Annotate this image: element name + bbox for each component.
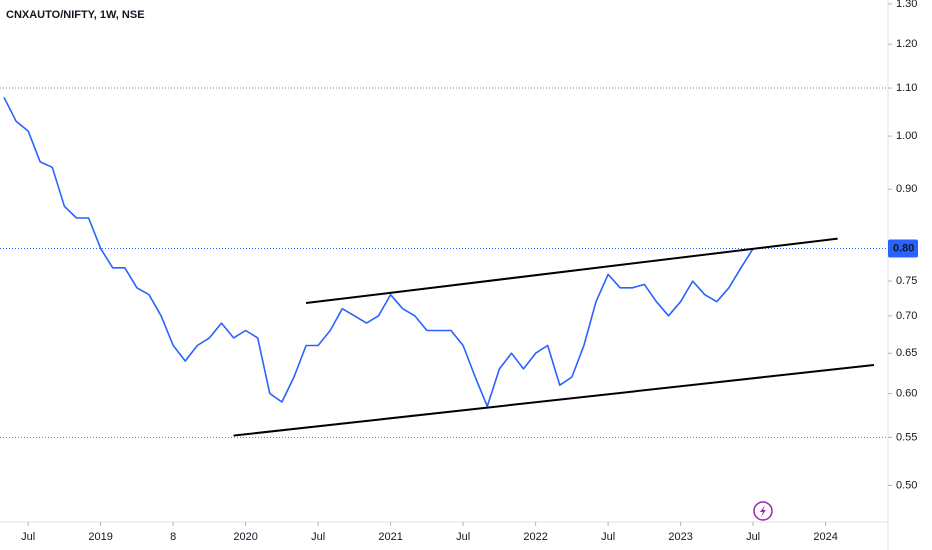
y-tick-label: 0.70 — [896, 310, 917, 322]
y-tick-label: 0.55 — [896, 431, 917, 443]
chart-title: CNXAUTO/NIFTY, 1W, NSE — [6, 9, 145, 21]
y-tick-label: 0.90 — [896, 183, 917, 195]
x-tick-label: 2019 — [88, 531, 112, 543]
x-tick-label: 2020 — [233, 531, 257, 543]
x-tick-label: 2021 — [378, 531, 402, 543]
y-tick-label: 1.20 — [896, 38, 917, 50]
trend-line — [233, 363, 875, 437]
y-tick-label: 0.75 — [896, 275, 917, 287]
x-tick-label: Jul — [601, 531, 615, 543]
lightning-icon[interactable] — [753, 501, 773, 521]
y-tick-label: 1.00 — [896, 130, 917, 142]
price-line-series — [3, 96, 754, 408]
trend-line — [305, 237, 838, 305]
x-tick-label: 2022 — [523, 531, 547, 543]
x-tick-label: 2024 — [813, 531, 837, 543]
y-tick-label: 0.60 — [896, 387, 917, 399]
last-value-badge — [888, 239, 918, 258]
x-tick-label: 2023 — [668, 531, 692, 543]
x-tick-label: Jul — [746, 531, 760, 543]
y-tick-label: 0.65 — [896, 347, 917, 359]
y-tick-label: 1.30 — [896, 0, 917, 10]
y-tick-label: 0.50 — [896, 479, 917, 491]
last-value-label: 0.80 — [893, 242, 914, 254]
x-tick-label: Jul — [21, 531, 35, 543]
x-tick-label: Jul — [456, 531, 470, 543]
x-tick-label: Jul — [311, 531, 325, 543]
x-tick-label: 8 — [170, 531, 176, 543]
y-tick-label: 1.10 — [896, 82, 917, 94]
